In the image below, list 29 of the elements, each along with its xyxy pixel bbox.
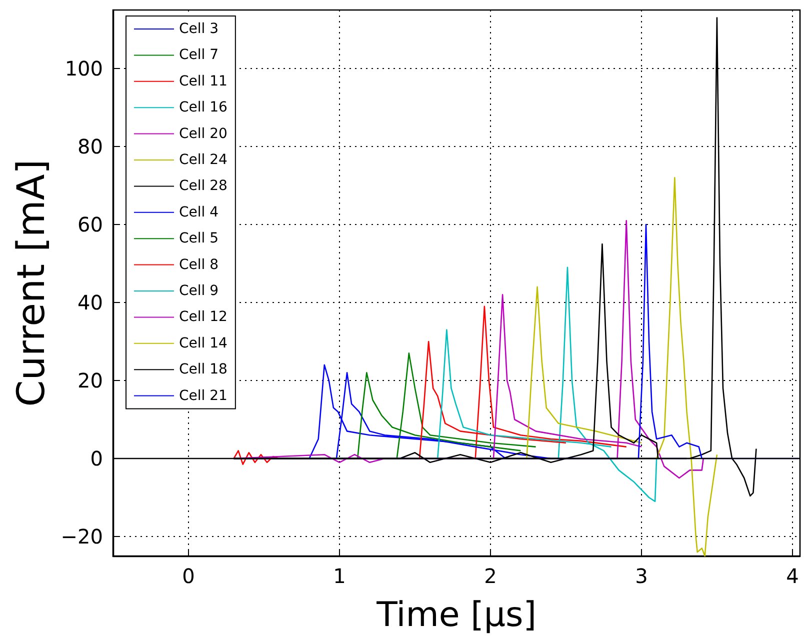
y-tick-label: 80 (78, 134, 103, 158)
legend-label: Cell 20 (179, 126, 228, 142)
legend-label: Cell 7 (179, 47, 219, 64)
y-tick-label: 100 (64, 56, 103, 80)
y-tick-label: 20 (78, 368, 103, 392)
y-tick-label: 0 (90, 446, 103, 470)
legend-label: Cell 16 (179, 100, 228, 116)
legend-label: Cell 11 (179, 73, 228, 90)
x-tick-label: 4 (786, 564, 799, 588)
y-tick-label: −20 (60, 524, 103, 548)
legend-label: Cell 9 (179, 283, 219, 299)
y-tick-label: 60 (78, 212, 103, 236)
y-tick-label: 40 (78, 290, 103, 314)
x-tick-label: 2 (484, 564, 497, 588)
legend-label: Cell 14 (179, 335, 228, 352)
legend-label: Cell 21 (179, 388, 228, 404)
legend-label: Cell 12 (179, 309, 228, 326)
x-tick-label: 0 (182, 564, 195, 588)
x-tick-label: 1 (333, 564, 346, 588)
legend-label: Cell 4 (179, 204, 219, 220)
x-axis-title: Time [μs] (376, 595, 536, 635)
y-axis-title: Current [mA] (8, 159, 53, 407)
legend-label: Cell 3 (179, 21, 219, 37)
legend-label: Cell 8 (179, 256, 219, 273)
legend-label: Cell 24 (179, 152, 228, 168)
legend-label: Cell 5 (179, 230, 219, 247)
legend-label: Cell 18 (179, 362, 228, 378)
legend-label: Cell 28 (179, 178, 228, 194)
x-tick-label: 3 (635, 564, 648, 588)
